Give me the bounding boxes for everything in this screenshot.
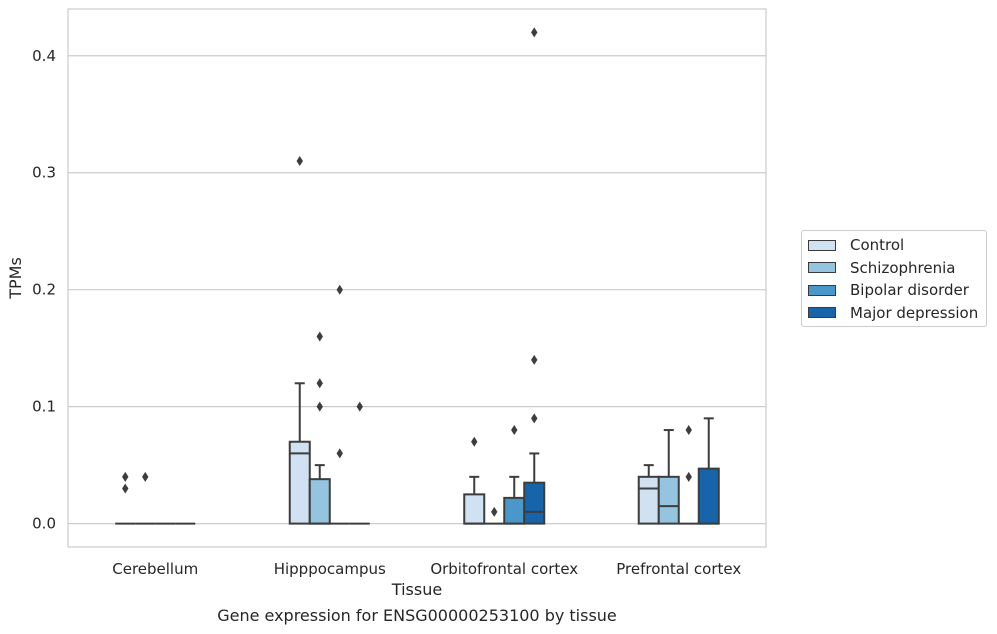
x-tick-label: Hipppocampus bbox=[274, 560, 386, 578]
legend: Control Schizophrenia Bipolar disorder Majo… bbox=[801, 230, 987, 327]
box bbox=[657, 475, 680, 525]
outlier-point bbox=[336, 284, 343, 295]
outlier-point bbox=[491, 506, 498, 517]
outlier-point bbox=[336, 448, 343, 459]
outlier-point bbox=[122, 471, 129, 482]
legend-item: Control bbox=[808, 235, 904, 255]
y-tick-label: 0.3 bbox=[32, 164, 56, 182]
outlier-point bbox=[316, 378, 323, 389]
series-major-depression bbox=[175, 27, 720, 525]
outlier-point bbox=[316, 331, 323, 342]
box bbox=[697, 467, 720, 525]
series-bipolar-disorder bbox=[155, 284, 699, 525]
legend-swatch bbox=[808, 284, 836, 296]
outlier-point bbox=[296, 156, 303, 167]
x-tick-label: Prefrontal cortex bbox=[616, 560, 741, 578]
box bbox=[308, 478, 331, 525]
legend-label: Major depression bbox=[850, 303, 979, 322]
legend-item: Bipolar disorder bbox=[808, 280, 969, 300]
figure-caption: Gene expression for ENSG00000253100 by t… bbox=[217, 606, 617, 625]
outlier-point bbox=[511, 425, 518, 436]
outlier-point bbox=[685, 471, 692, 482]
legend-label: Schizophrenia bbox=[850, 258, 956, 277]
outlier-point bbox=[531, 27, 538, 38]
x-axis-label: Tissue bbox=[391, 580, 442, 599]
box bbox=[637, 475, 660, 525]
y-tick-label: 0.4 bbox=[32, 47, 56, 65]
legend-item: Major depression bbox=[808, 303, 978, 323]
y-axis-ticks: 0.0 0.1 0.2 0.3 0.4 bbox=[32, 47, 56, 533]
outlier-point bbox=[471, 436, 478, 447]
series-control bbox=[115, 156, 660, 525]
y-axis-label: TPMs bbox=[6, 257, 25, 300]
outlier-point bbox=[122, 483, 129, 494]
gridlines bbox=[68, 55, 766, 525]
outlier-point bbox=[685, 425, 692, 436]
y-tick-label: 0.2 bbox=[32, 281, 56, 299]
outlier-point bbox=[531, 354, 538, 365]
legend-swatch bbox=[808, 262, 836, 273]
legend-swatch bbox=[808, 239, 836, 251]
x-tick-label: Cerebellum bbox=[112, 560, 198, 578]
box-series bbox=[115, 27, 720, 525]
outlier-point bbox=[531, 413, 538, 424]
x-tick-label: Orbitofrontal cortex bbox=[430, 560, 578, 578]
box bbox=[523, 481, 546, 525]
legend-label: Bipolar disorder bbox=[850, 281, 969, 299]
box bbox=[503, 496, 526, 525]
y-tick-label: 0.0 bbox=[32, 515, 56, 533]
y-tick-label: 0.1 bbox=[32, 398, 56, 416]
series-schizophrenia bbox=[135, 331, 680, 525]
box bbox=[463, 493, 486, 525]
legend-label: Control bbox=[850, 236, 905, 254]
outlier-point bbox=[356, 401, 363, 412]
outlier-point bbox=[142, 471, 149, 482]
legend-swatch bbox=[808, 307, 836, 318]
x-axis-ticks: Cerebellum Hipppocampus Orbitofrontal cort… bbox=[112, 560, 741, 578]
outlier-point bbox=[316, 401, 323, 412]
legend-item: Schizophrenia bbox=[808, 258, 955, 278]
plot-frame bbox=[67, 8, 767, 548]
